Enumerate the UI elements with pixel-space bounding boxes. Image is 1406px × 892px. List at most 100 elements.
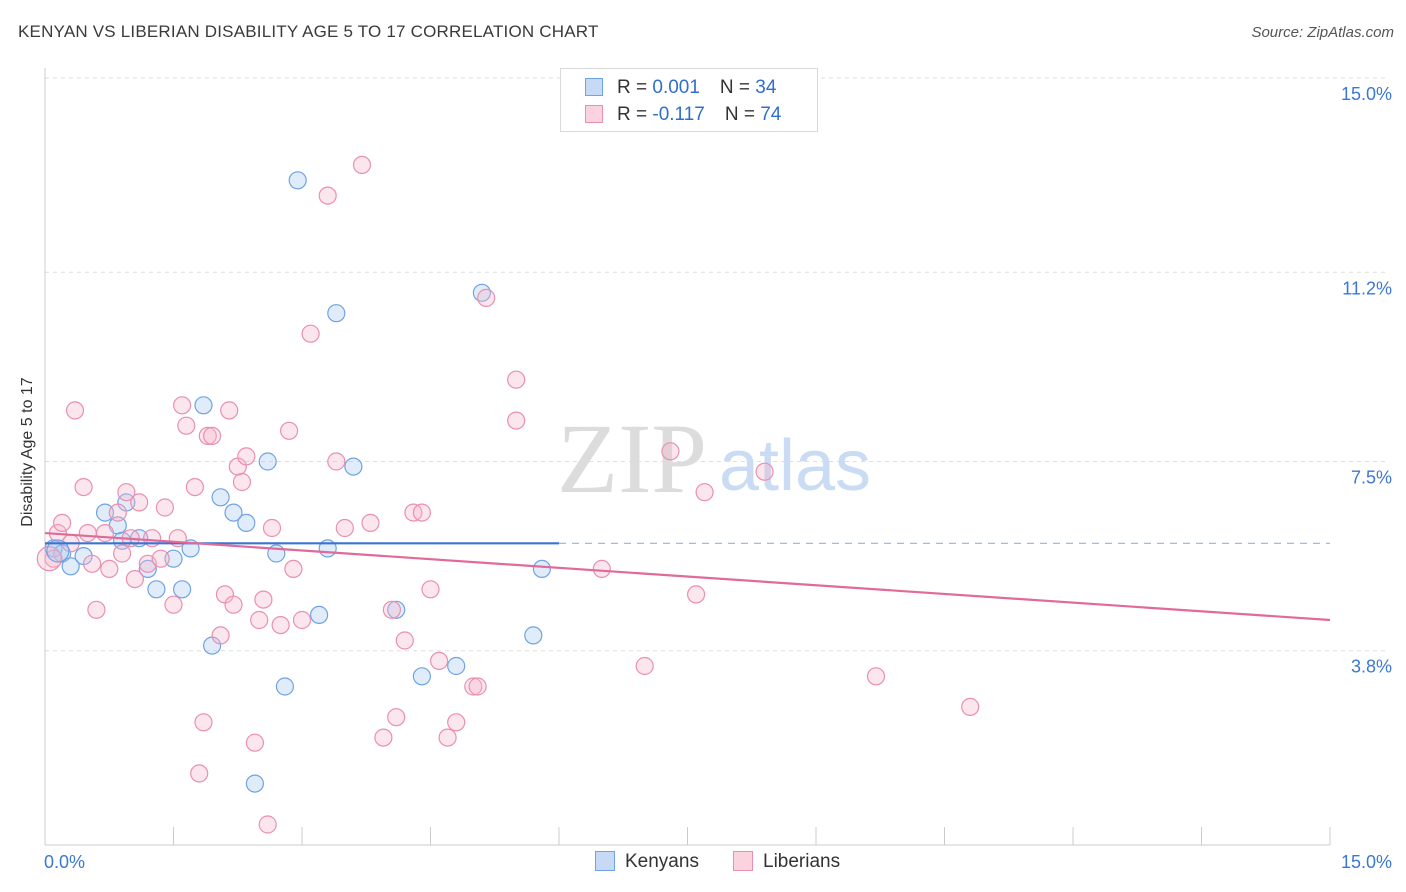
liberians-point-46 xyxy=(301,324,320,343)
liberians-point-37 xyxy=(245,733,264,752)
liberians-point-40 xyxy=(258,815,277,834)
liberians-point-66 xyxy=(507,411,526,430)
kenyans-point-22 xyxy=(275,677,294,696)
kenyans-legend-swatch xyxy=(595,851,615,871)
bottom-legend-kenyans: Kenyans xyxy=(595,851,699,873)
kenyans-point-33 xyxy=(532,559,552,579)
kenyans-point-19 xyxy=(245,774,264,793)
liberians-point-54 xyxy=(387,708,406,727)
liberians-point-69 xyxy=(661,442,680,461)
liberians-point-29 xyxy=(203,426,222,445)
kenyans-point-23 xyxy=(288,171,307,190)
kenyans-point-24 xyxy=(310,605,329,625)
kenyans-n-value: 34 xyxy=(755,77,777,98)
kenyans-point-28 xyxy=(387,600,406,619)
liberians-point-60 xyxy=(438,728,457,747)
liberians-point-38 xyxy=(250,610,269,630)
kenyans-point-30 xyxy=(447,656,466,676)
liberians-point-41 xyxy=(262,518,282,538)
kenyans-point-26 xyxy=(327,304,346,323)
watermark: ZIP atlas xyxy=(557,403,871,514)
liberians-point-28 xyxy=(198,426,217,445)
kenyans-point-2 xyxy=(61,557,80,576)
liberians-r-label: R = xyxy=(617,104,653,125)
y-tick-label-2: 7.5% xyxy=(1351,468,1392,488)
liberians-point-48 xyxy=(327,452,346,471)
liberians-point-70 xyxy=(686,585,706,604)
liberians-point-65 xyxy=(507,370,526,389)
kenyans-r-label: R = xyxy=(617,77,653,98)
kenyans-swatch xyxy=(585,78,603,96)
liberians-point-36 xyxy=(237,447,256,466)
liberians-point-67 xyxy=(592,559,611,579)
kenyans-point-20 xyxy=(258,452,277,471)
liberians-point-13 xyxy=(117,483,136,502)
liberians-point-24 xyxy=(177,416,196,435)
liberians-point-12 xyxy=(112,544,132,563)
kenyans-r-value: 0.001 xyxy=(652,77,700,98)
liberians-point-68 xyxy=(635,656,654,676)
source-credit: Source: ZipAtlas.com xyxy=(1251,24,1394,41)
kenyans-point-17 xyxy=(224,503,243,522)
liberians-n-label: N = xyxy=(724,104,761,125)
liberians-point-35 xyxy=(232,472,252,492)
liberians-point-50 xyxy=(352,155,372,174)
liberians-legend-swatch xyxy=(733,851,753,871)
grid xyxy=(45,77,1388,652)
watermark-atlas: atlas xyxy=(719,426,871,506)
liberians-point-21 xyxy=(164,595,183,614)
kenyans-point-10 xyxy=(147,580,166,599)
liberians-point-64 xyxy=(477,288,496,307)
kenyans-point-18 xyxy=(237,513,256,533)
liberians-point-8 xyxy=(87,600,106,619)
liberians-point-30 xyxy=(211,626,230,645)
liberians-point-42 xyxy=(271,615,290,635)
liberians-point-58 xyxy=(421,580,440,599)
liberians-point-33 xyxy=(224,595,243,614)
kenyans-point-29 xyxy=(412,667,431,686)
liberians-point-15 xyxy=(125,569,144,589)
kenyans-point-9 xyxy=(138,559,157,579)
kenyans-point-16 xyxy=(211,488,230,507)
liberians-point-0 xyxy=(44,549,63,568)
kenyans-legend-label: Kenyans xyxy=(625,851,699,872)
liberians-point-63 xyxy=(468,677,487,696)
liberians-point-72 xyxy=(755,462,774,481)
kenyans-point-14 xyxy=(194,396,213,415)
liberians-point-59 xyxy=(430,651,449,671)
liberians-point-44 xyxy=(284,559,303,579)
liberians-point-62 xyxy=(464,677,483,696)
liberians-trend-line xyxy=(44,531,1331,622)
liberians-point-20 xyxy=(155,498,174,517)
legend-row-kenyans: R = 0.001 N = 34 xyxy=(585,77,776,99)
kenyans-point-4 xyxy=(95,503,115,522)
liberians-point-53 xyxy=(382,600,401,619)
liberians-point-10 xyxy=(100,559,119,579)
liberians-legend-label: Liberians xyxy=(763,851,841,872)
watermark-zip: ZIP xyxy=(557,403,707,514)
y-tick-label-3: 3.8% xyxy=(1351,657,1392,677)
liberians-n-value: 74 xyxy=(760,104,782,125)
liberians-point-9 xyxy=(95,523,115,543)
liberians-point-74 xyxy=(961,697,980,717)
liberians-point-7 xyxy=(82,554,102,573)
chart-title: KENYAN VS LIBERIAN DISABILITY AGE 5 TO 1… xyxy=(18,22,599,41)
y-axis-label: Disability Age 5 to 17 xyxy=(19,377,36,527)
liberians-point-6 xyxy=(78,523,97,543)
liberians-point-71 xyxy=(695,483,714,502)
liberians-point-47 xyxy=(318,186,337,205)
liberians-point-45 xyxy=(292,610,312,630)
kenyans-point-32 xyxy=(524,626,543,645)
y-tick-label-1: 11.2% xyxy=(1342,278,1392,298)
liberians-point-23 xyxy=(173,396,192,415)
liberians-point-2 xyxy=(52,513,72,533)
liberians-point-61 xyxy=(447,713,466,732)
kenyans-point-11 xyxy=(164,549,183,568)
kenyans-point-12 xyxy=(173,580,192,599)
trend-lines xyxy=(44,531,1331,622)
liberians-point-43 xyxy=(280,421,299,440)
liberians-point-5 xyxy=(74,478,93,497)
liberians-point-52 xyxy=(374,728,393,747)
liberians-point-73 xyxy=(866,667,886,686)
